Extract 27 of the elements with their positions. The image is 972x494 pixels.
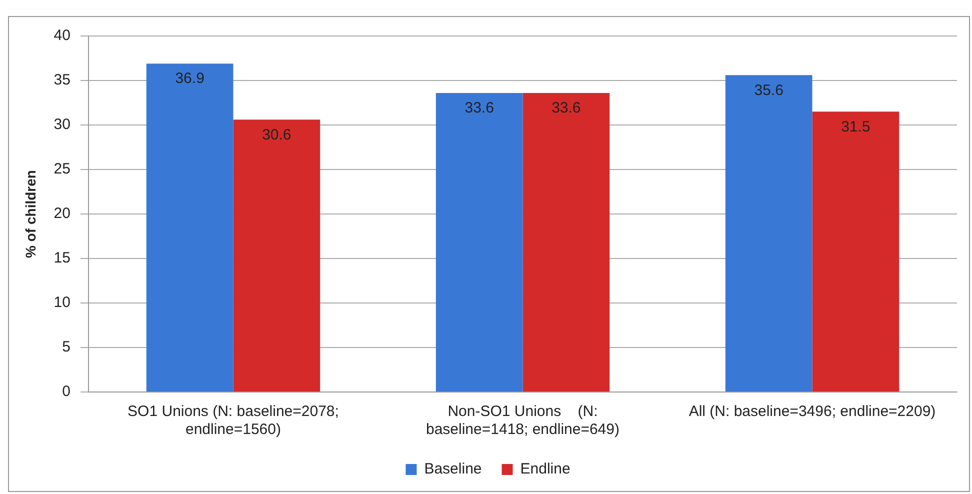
bar: [812, 112, 900, 392]
y-tick-label: 10: [54, 294, 70, 312]
bar: [725, 75, 812, 392]
y-tick-label: 30: [54, 116, 70, 134]
data-label: 33.6: [464, 100, 494, 117]
y-tick-label: 15: [54, 250, 70, 267]
y-tick-label: 0: [62, 383, 70, 400]
legend-label: Baseline: [424, 460, 482, 478]
x-tick-label: SO1 Unions (N: baseline=2078; endline=1560): [128, 403, 339, 438]
y-axis-title: % of children: [22, 170, 38, 258]
bar: [146, 64, 234, 392]
data-label: 35.6: [754, 82, 784, 99]
y-tick-label: 35: [54, 72, 70, 89]
bar: [233, 120, 320, 392]
y-tick-label: 20: [54, 205, 70, 222]
x-tick-label: Non-SO1 Unions (N: baseline=1418; endline=649): [426, 403, 620, 438]
data-label: 31.5: [841, 118, 870, 136]
legend-label: Endline: [520, 460, 570, 478]
bar: [436, 92, 523, 392]
x-tick-label: All (N: baseline=3496; endline=2209): [688, 403, 936, 420]
y-tick-label: 25: [54, 160, 70, 178]
data-label: 30.6: [262, 126, 292, 144]
y-tick-label: 5: [62, 338, 70, 356]
y-tick-label: 40: [54, 27, 70, 44]
data-label: 36.9: [175, 70, 204, 88]
bar: [522, 92, 610, 392]
data-label: 33.6: [552, 100, 581, 117]
